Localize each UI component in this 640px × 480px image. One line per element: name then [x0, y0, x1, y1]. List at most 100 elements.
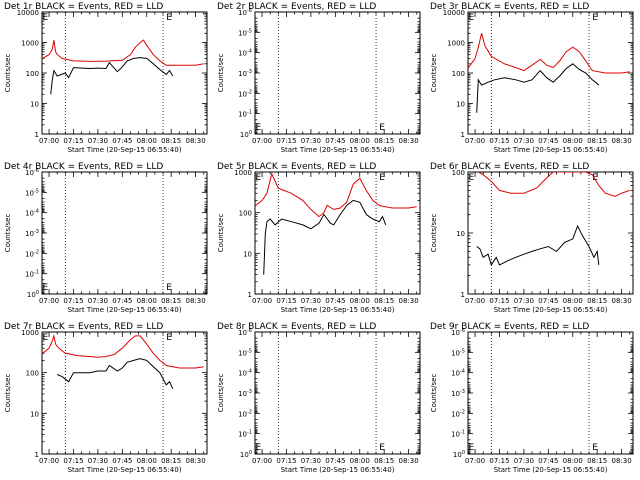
det-4-ytick-label: 10-3 [25, 229, 39, 238]
det-8-xtick-label: 07:45 [325, 457, 345, 465]
det-9-xtick-label: 07:30 [514, 457, 534, 465]
det-4-title: Det 4r BLACK = Events, RED = LLD [4, 162, 163, 172]
det-3-ytick-label: 10 [456, 101, 465, 109]
det-4-ytick-label: 100 [27, 290, 39, 299]
det-6-e-mark: E [469, 173, 475, 183]
det-4-xtick-label: 07:00 [39, 297, 59, 305]
det-2-ytick-label: 10-6 [238, 8, 252, 17]
det-9-xtick-label: 07:15 [489, 457, 509, 465]
det-2-ytick-label: 10-3 [238, 69, 252, 78]
det-3-xtick-label: 07:15 [489, 137, 509, 145]
det-1-xtick-label: 07:45 [112, 137, 132, 145]
det-3-xtick-label: 07:00 [465, 137, 485, 145]
det-8-ytick-label: 10-1 [238, 430, 252, 439]
det-3-ytick-label: 1 [461, 131, 465, 139]
det-8-ytick-label: 10-4 [238, 369, 252, 378]
det-4-xtick-label: 08:30 [186, 297, 206, 305]
det-1-ytick-label: 10 [30, 101, 39, 109]
det-3-title: Det 3r BLACK = Events, RED = LLD [430, 2, 589, 12]
det-3-ytick-label: 100 [452, 70, 465, 78]
det-6-title: Det 6r BLACK = Events, RED = LLD [430, 162, 589, 172]
det-6-xtick-label: 08:00 [563, 297, 583, 305]
det-2-xtick-label: 08:00 [350, 137, 370, 145]
det-4-ytick-label: 10-2 [25, 249, 39, 258]
det-4-xlabel: Start Time (20-Sep-15 06:55:40) [68, 306, 182, 314]
det-2-e-mark: E [256, 123, 262, 133]
det-3-ytick-label: 1000 [447, 40, 465, 48]
det-1-xtick-label: 08:30 [186, 137, 206, 145]
det-4-xtick-label: 08:00 [137, 297, 157, 305]
det-6-xtick-label: 07:15 [489, 297, 509, 305]
det-7-frame [41, 331, 208, 455]
det-3-panel: Det 3r BLACK = Events, RED = LLD Counts/s… [430, 2, 634, 154]
det-2-xtick-label: 08:15 [374, 137, 394, 145]
det-9-ytick-label: 10-3 [451, 389, 465, 398]
det-7-ylabel: Counts/sec [4, 374, 12, 413]
det-3-series-red [468, 33, 630, 74]
det-3-ylabel: Counts/sec [430, 54, 438, 93]
det-7-series-black [57, 358, 174, 390]
det-2-ytick-label: 10-4 [238, 49, 252, 58]
det-9-ytick-label: 10-6 [451, 328, 465, 337]
det-8-xtick-label: 08:30 [399, 457, 419, 465]
det-7-e-mark: E [43, 333, 49, 343]
det-2-xtick-label: 07:45 [325, 137, 345, 145]
det-8-xtick-label: 08:15 [374, 457, 394, 465]
det-8-xtick-label: 07:00 [252, 457, 272, 465]
det-4-e-mark: E [166, 283, 172, 293]
det-8-ytick-label: 10-3 [238, 389, 252, 398]
det-9-xtick-label: 08:30 [612, 457, 632, 465]
det-5-ytick-label: 1 [248, 291, 252, 299]
det-9-ytick-label: 10-4 [451, 369, 465, 378]
det-5-title: Det 5r BLACK = Events, RED = LLD [217, 162, 376, 172]
det-4-ytick-label: 10-4 [25, 209, 39, 218]
det-5-e-mark: E [256, 173, 262, 183]
det-7-ytick-label: 100 [26, 370, 39, 378]
det-7-ytick-label: 1000 [21, 329, 39, 337]
det-9-xtick-label: 07:45 [538, 457, 558, 465]
det-3-xtick-label: 07:45 [538, 137, 558, 145]
det-9-xlabel: Start Time (20-Sep-15 06:55:40) [494, 466, 608, 474]
det-1-series-red [42, 39, 204, 66]
det-2-xtick-label: 07:30 [301, 137, 321, 145]
det-9-ytick-label: 10-1 [451, 430, 465, 439]
det-1-xlabel: Start Time (20-Sep-15 06:55:40) [68, 146, 182, 154]
det-4-xtick-label: 07:45 [112, 297, 132, 305]
det-6-xlabel: Start Time (20-Sep-15 06:55:40) [494, 306, 608, 314]
det-1-panel: Det 1r BLACK = Events, RED = LLD Counts/s… [4, 2, 208, 154]
det-8-ytick-label: 10-5 [238, 348, 252, 357]
det-3-xtick-label: 08:00 [563, 137, 583, 145]
det-2-frame [254, 11, 421, 135]
det-8-xtick-label: 07:15 [276, 457, 296, 465]
det-6-frame [467, 171, 634, 295]
det-5-xtick-label: 08:15 [374, 297, 394, 305]
det-6-ytick-label: 10 [456, 230, 465, 238]
det-2-xtick-label: 07:00 [252, 137, 272, 145]
det-8-xtick-label: 08:00 [350, 457, 370, 465]
det-8-ylabel: Counts/sec [217, 374, 225, 413]
det-6-series-black [476, 224, 600, 267]
det-7-xtick-label: 07:30 [88, 457, 108, 465]
det-9-frame [467, 331, 634, 455]
det-1-xtick-label: 08:15 [161, 137, 181, 145]
det-5-ytick-label: 100 [239, 210, 252, 218]
det-8-ytick-label: 10-6 [238, 328, 252, 337]
det-6-xtick-label: 08:30 [612, 297, 632, 305]
det-5-xtick-label: 08:00 [350, 297, 370, 305]
det-5-xtick-label: 08:30 [399, 297, 419, 305]
det-3-e-mark: E [592, 13, 598, 23]
det-7-xtick-label: 08:15 [161, 457, 181, 465]
det-1-ylabel: Counts/sec [4, 54, 12, 93]
det-9-xtick-label: 07:00 [465, 457, 485, 465]
det-4-panel: Det 4r BLACK = Events, RED = LLD Counts/s… [4, 162, 208, 314]
det-4-ylabel: Counts/sec [4, 214, 12, 253]
det-6-xtick-label: 08:15 [587, 297, 607, 305]
det-4-ytick-label: 10-5 [25, 188, 39, 197]
det-7-title: Det 7r BLACK = Events, RED = LLD [4, 322, 163, 332]
det-9-e-mark: E [469, 443, 475, 453]
det-4-e-mark: E [43, 283, 49, 293]
det-1-ytick-label: 100 [26, 70, 39, 78]
det-1-e-mark: E [43, 13, 49, 23]
det-9-ylabel: Counts/sec [430, 374, 438, 413]
